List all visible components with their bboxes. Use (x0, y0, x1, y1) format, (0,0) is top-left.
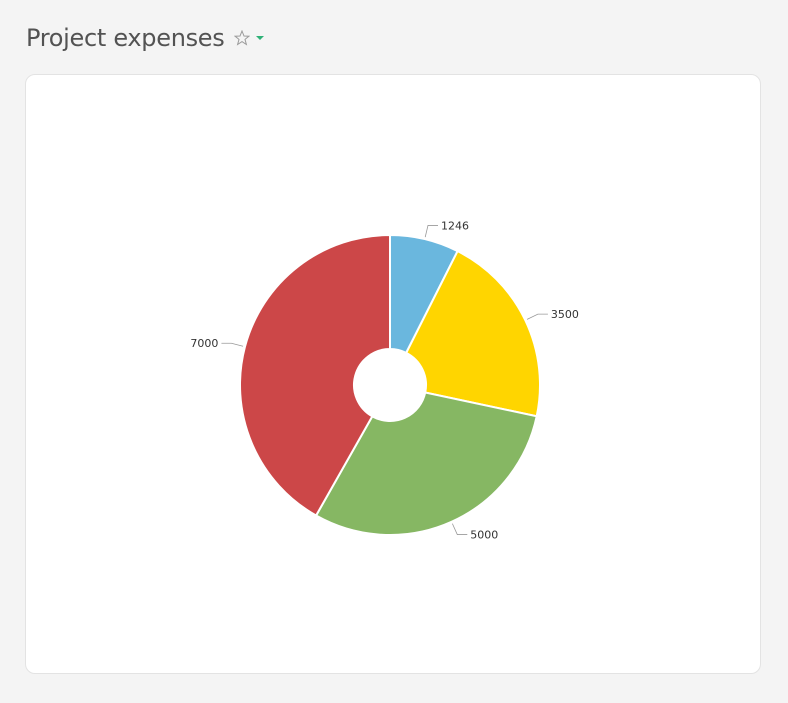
label-leader-line-4 (221, 342, 244, 347)
label-leader-line-2 (526, 313, 548, 320)
pie-slice-4[interactable] (239, 233, 391, 517)
data-label-3: 5000 (470, 529, 498, 542)
caret-down-icon[interactable] (256, 36, 265, 40)
pie-slice-2[interactable] (404, 249, 541, 418)
page-title: Project expenses (26, 24, 225, 52)
label-leader-line-1 (424, 225, 438, 238)
data-label-4: 7000 (190, 337, 218, 350)
data-label-1: 1246 (441, 219, 469, 232)
pie-chart: 1246 3500 5000 7000 (190, 219, 579, 542)
data-label-2: 3500 (551, 308, 579, 321)
pie-slice-3[interactable] (314, 391, 538, 536)
page-header: Project expenses (26, 20, 265, 56)
label-leader-line-3 (452, 523, 468, 535)
star-outline-icon[interactable] (234, 29, 251, 46)
chart-card: 1246 3500 5000 7000 (25, 74, 761, 674)
